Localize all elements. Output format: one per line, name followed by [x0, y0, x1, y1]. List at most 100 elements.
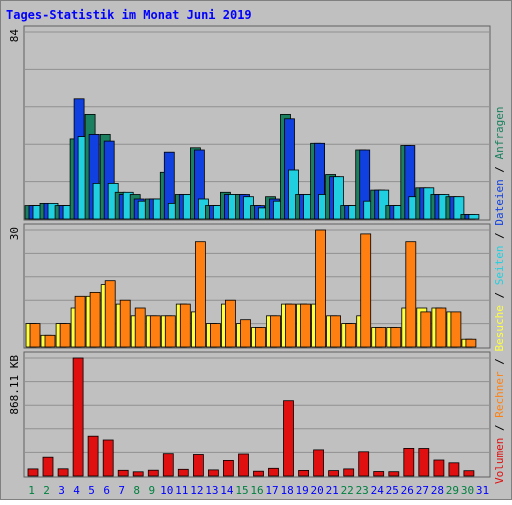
- bar-rechner-day-11: [179, 303, 191, 348]
- panel-visits: 30: [8, 223, 491, 349]
- bar-volumen-day-28: [433, 459, 445, 477]
- bar-rechner-day-14: [224, 299, 236, 348]
- bar-volumen-day-3: [57, 468, 69, 477]
- bar-rechner-day-9: [149, 315, 161, 348]
- bar-seiten-day-30: [468, 214, 480, 220]
- vertical-legend: Volumen / Rechner / Besuche / Seiten / D…: [493, 106, 506, 484]
- bar-rechner-day-29: [450, 311, 462, 348]
- bar-volumen-day-8: [132, 471, 144, 477]
- bar-rechner-day-21: [330, 315, 342, 348]
- bar-seiten-day-24: [378, 189, 390, 220]
- bar-volumen-day-27: [418, 448, 430, 477]
- bar-volumen-day-1: [27, 468, 39, 477]
- bar-volumen-day-7: [117, 469, 129, 477]
- bar-volumen-day-12: [192, 454, 204, 477]
- bar-rechner-day-4: [74, 295, 86, 348]
- x-tick-day-7: 7: [118, 484, 125, 497]
- x-tick-day-13: 13: [205, 484, 218, 497]
- x-tick-day-8: 8: [133, 484, 140, 497]
- bar-volumen-day-20: [313, 449, 325, 477]
- bar-rechner-day-26: [405, 241, 417, 348]
- x-tick-day-26: 26: [401, 484, 414, 497]
- x-tick-day-9: 9: [148, 484, 155, 497]
- x-tick-day-23: 23: [356, 484, 369, 497]
- bar-rechner-day-27: [420, 311, 432, 348]
- legend-item-seiten: Seiten: [493, 246, 506, 286]
- legend-separator: /: [493, 226, 506, 246]
- x-tick-day-6: 6: [103, 484, 110, 497]
- bar-rechner-day-12: [194, 241, 206, 348]
- bar-volumen-day-4: [72, 357, 84, 477]
- bar-volumen-day-22: [343, 468, 355, 477]
- bar-volumen-day-18: [283, 400, 294, 477]
- bar-volumen-day-5: [87, 435, 99, 477]
- bar-volumen-day-14: [222, 459, 234, 477]
- chart-title: Tages-Statistik im Monat Juni 2019: [6, 8, 252, 22]
- bar-rechner-day-2: [44, 334, 56, 348]
- bar-rechner-day-22: [345, 323, 357, 348]
- legend-item-anfragen: Anfragen: [493, 106, 506, 159]
- bar-rechner-day-17: [270, 315, 281, 348]
- bar-rechner-day-6: [104, 280, 116, 348]
- bar-rechner-day-30: [465, 338, 477, 348]
- legend-separator: /: [493, 159, 506, 179]
- bar-rechner-day-28: [435, 307, 447, 348]
- bar-volumen-day-13: [207, 469, 219, 477]
- x-tick-day-29: 29: [446, 484, 459, 497]
- bar-volumen-day-17: [268, 467, 279, 477]
- bar-rechner-day-7: [119, 299, 131, 348]
- bar-volumen-day-21: [328, 470, 340, 477]
- x-tick-day-20: 20: [310, 484, 323, 497]
- x-tick-day-16: 16: [250, 484, 263, 497]
- bar-volumen-day-11: [177, 468, 189, 477]
- y-max-label: 84: [8, 29, 21, 43]
- bar-rechner-day-3: [59, 323, 71, 348]
- y-max-label: 868.11 KB: [8, 355, 21, 415]
- legend-item-dateien: Dateien: [493, 179, 506, 225]
- bar-rechner-day-10: [164, 315, 176, 348]
- legend-text: Volumen / Rechner / Besuche / Seiten / D…: [493, 106, 506, 484]
- bar-volumen-day-10: [162, 453, 174, 477]
- bar-rechner-day-16: [255, 327, 266, 348]
- x-tick-day-24: 24: [371, 484, 385, 497]
- bar-rechner-day-5: [89, 291, 101, 348]
- x-tick-day-27: 27: [416, 484, 429, 497]
- bar-volumen-day-29: [448, 462, 460, 477]
- legend-separator: /: [493, 352, 506, 372]
- bar-rechner-day-13: [209, 323, 221, 348]
- bar-rechner-day-1: [29, 323, 41, 348]
- panel-volume: 868.11 KB: [8, 351, 491, 478]
- bar-seiten-day-29: [453, 196, 465, 220]
- x-tick-day-4: 4: [73, 484, 80, 497]
- x-tick-day-1: 1: [28, 484, 35, 497]
- bar-rechner-day-23: [360, 233, 372, 348]
- x-tick-day-21: 21: [326, 484, 339, 497]
- bar-rechner-day-24: [375, 327, 387, 348]
- x-tick-day-15: 15: [235, 484, 248, 497]
- bar-volumen-day-25: [388, 471, 400, 477]
- bar-volumen-day-23: [358, 451, 370, 477]
- x-tick-day-2: 2: [43, 484, 50, 497]
- bar-volumen-day-15: [238, 453, 249, 477]
- x-tick-day-18: 18: [280, 484, 293, 497]
- bar-volumen-day-30: [463, 470, 475, 477]
- legend-separator: /: [493, 285, 506, 305]
- x-tick-day-31: 31: [476, 484, 489, 497]
- bar-rechner-day-25: [390, 327, 402, 348]
- bar-rechner-day-19: [300, 303, 312, 348]
- bar-rechner-day-8: [134, 307, 146, 348]
- x-axis: 1 2 3 4 5 6 7 8 9 10 11 12 13 14 15 16 17 18 19 20 21 22 23 24 2…: [28, 484, 489, 497]
- bar-volumen-day-19: [298, 469, 310, 477]
- bar-volumen-day-6: [102, 439, 114, 477]
- panels-layer: 84 30 868.11 KB: [8, 25, 491, 478]
- x-tick-day-28: 28: [431, 484, 444, 497]
- x-tick-day-19: 19: [295, 484, 308, 497]
- legend-separator: /: [493, 418, 506, 438]
- bar-rechner-day-18: [285, 303, 296, 348]
- bar-volumen-day-2: [42, 456, 54, 477]
- x-tick-day-12: 12: [190, 484, 203, 497]
- x-tick-day-11: 11: [175, 484, 188, 497]
- x-tick-day-22: 22: [341, 484, 354, 497]
